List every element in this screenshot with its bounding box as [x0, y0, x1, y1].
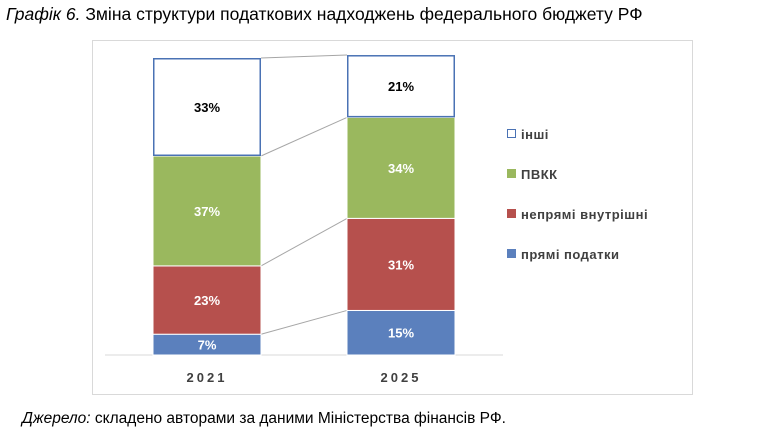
- legend-swatch: [507, 129, 516, 138]
- series-connector-line: [260, 54, 348, 59]
- bar-segment: [346, 217, 456, 311]
- chart-title-prefix: Графік 6.: [6, 4, 81, 24]
- data-label: 37%: [194, 204, 220, 219]
- bar-segment: [347, 55, 455, 118]
- series-connector-line: [260, 116, 348, 157]
- x-tick-label: 2025: [381, 370, 422, 385]
- legend-swatch: [507, 169, 516, 178]
- bar-segment: [153, 58, 261, 157]
- bar-segment: [346, 309, 456, 356]
- legend-label: прямі податки: [521, 247, 620, 262]
- data-label: 31%: [388, 257, 414, 272]
- data-label: 21%: [388, 79, 414, 94]
- data-label: 15%: [388, 326, 414, 341]
- chart-title-text: Зміна структури податкових надходжень фе…: [85, 4, 643, 24]
- series-connector-line: [260, 309, 348, 335]
- series-connector-line: [260, 217, 348, 267]
- source-note: Джерело: складено авторами за даними Мін…: [22, 410, 772, 428]
- bar-segment: [346, 116, 456, 219]
- chart-title: Графік 6. Зміна структури податкових над…: [6, 4, 776, 25]
- data-label: 34%: [388, 161, 414, 176]
- data-label: 23%: [194, 293, 220, 308]
- legend-label: непрямі внутрішні: [521, 207, 648, 222]
- chart-area: 7% 23% 37% 33% 2021 15% 31% 34% 21% 2025 інші ПВКК н…: [92, 40, 693, 395]
- data-label: 33%: [194, 100, 220, 115]
- source-text: складено авторами за даними Міністерства…: [94, 410, 506, 427]
- bar-segment: [152, 155, 262, 267]
- x-tick-label: 2021: [187, 370, 228, 385]
- legend-label: ПВКК: [521, 167, 558, 182]
- stacked-bar-chart: 7% 23% 37% 33% 2021 15% 31% 34% 21% 2025 інші ПВКК н…: [105, 54, 648, 385]
- bar-segment: [152, 265, 262, 335]
- legend-swatch: [507, 209, 516, 218]
- data-label: 7%: [198, 338, 217, 353]
- legend-label: інші: [521, 127, 549, 142]
- legend-swatch: [507, 249, 516, 258]
- source-prefix: Джерело:: [22, 410, 91, 427]
